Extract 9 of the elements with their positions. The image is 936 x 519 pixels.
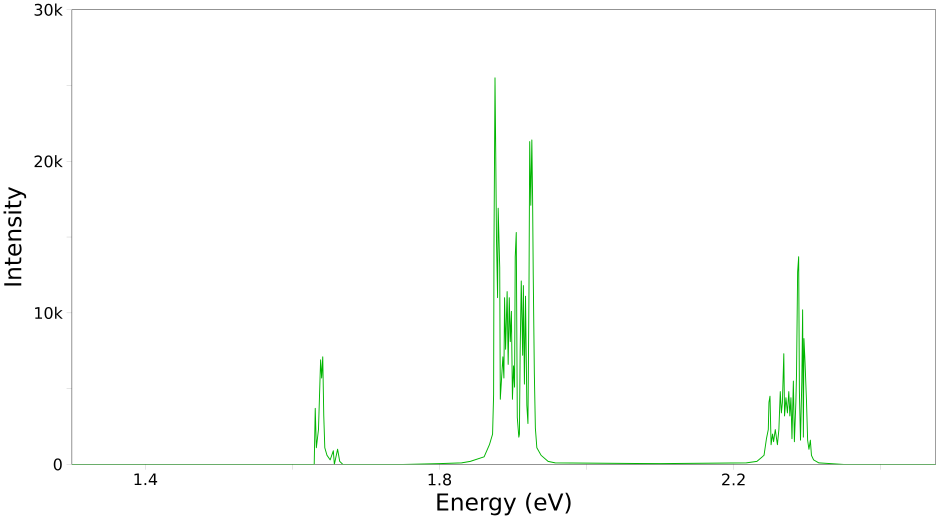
y-tick-label: 10k bbox=[35, 306, 63, 320]
x-tick-label: 2.2 bbox=[722, 474, 745, 486]
y-tick-label: 20k bbox=[34, 155, 63, 168]
x-axis-title: Energy (eV) bbox=[437, 492, 571, 516]
y-axis-title: Intensity bbox=[4, 187, 26, 286]
x-tick-label: 1.8 bbox=[428, 474, 452, 486]
y-tick-label: 30k bbox=[34, 4, 63, 16]
y-tick-label: 0 bbox=[54, 458, 62, 471]
x-tick-label: 1.4 bbox=[134, 474, 158, 486]
